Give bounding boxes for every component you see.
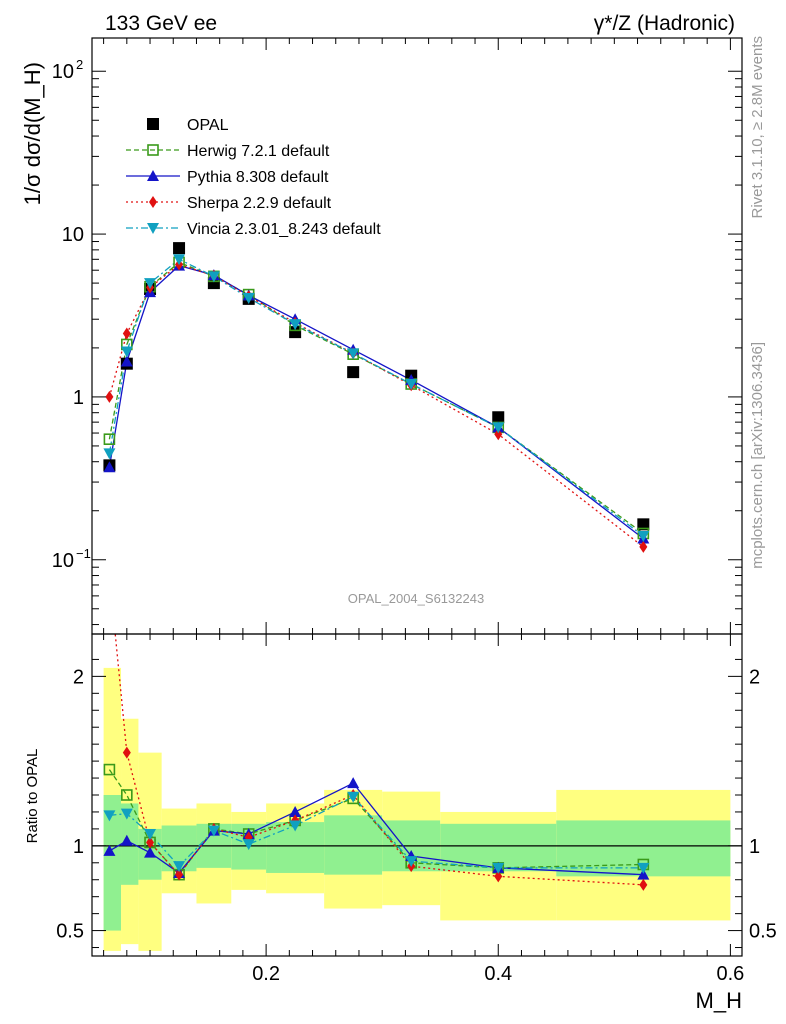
- marker-ratio-herwig-1: [121, 789, 133, 801]
- marker-top-herwig-0: [103, 433, 116, 445]
- marker-top-vincia-4: [207, 271, 220, 283]
- y-tick-label-ratio-right-1: 1: [749, 836, 760, 858]
- marker-ratio-herwig-0: [103, 763, 116, 776]
- legend-marker-opal: [147, 118, 159, 130]
- y-tick-label-ratio-right-2: 2: [749, 666, 760, 688]
- legend-label-vincia: Vincia 2.3.01_8.243 default: [187, 221, 381, 238]
- header-left: 133 GeV ee: [105, 12, 217, 35]
- y-tick-label-top-3: 10: [52, 550, 74, 572]
- legend-label-pythia: Pythia 8.308 default: [187, 169, 329, 186]
- marker-ratio-vincia-4: [207, 825, 220, 837]
- series-markers: [103, 242, 650, 891]
- marker-top-vincia-2: [144, 278, 157, 290]
- marker-top-vincia-6: [289, 319, 302, 331]
- marker-ratio-vincia-6: [289, 820, 302, 832]
- marker-top-vincia-1: [120, 346, 133, 358]
- marker-ratio-vincia-1: [120, 808, 133, 820]
- y-tick-label-ratio-right-0: 0.5: [749, 921, 777, 943]
- legend-marker-sherpa: [149, 196, 157, 208]
- marker-top-opal-7: [347, 366, 360, 379]
- mcplots-label: mcplots.cern.ch [arXiv:1306.3436]: [749, 342, 766, 569]
- y-axis-label-top: 1/σ dσ/d(M_H): [20, 62, 45, 205]
- marker-top-vincia-10: [637, 530, 650, 542]
- marker-ratio-sherpa-9: [494, 870, 503, 883]
- x-tick-label-1: 0.4: [484, 963, 512, 985]
- marker-top-opal-10: [637, 518, 650, 531]
- y-tick-exp-top-0: 2: [76, 57, 83, 72]
- marker-ratio-pythia-1: [120, 834, 133, 846]
- marker-ratio-pythia-0: [103, 844, 116, 856]
- marker-ratio-vincia-8: [405, 856, 418, 868]
- x-tick-label-2: 0.6: [716, 963, 744, 985]
- legend-label-opal: OPAL: [187, 117, 229, 134]
- marker-top-pythia-0: [103, 461, 116, 473]
- x-axis-label: M_H: [696, 988, 742, 1013]
- marker-ratio-vincia-9: [492, 862, 505, 874]
- marker-top-opal-3: [173, 242, 186, 255]
- marker-top-sherpa-0: [105, 390, 114, 403]
- marker-ratio-sherpa-3: [175, 868, 184, 881]
- marker-ratio-pythia-6: [289, 805, 302, 817]
- band-inner-7: [324, 815, 383, 875]
- marker-ratio-vincia-5: [242, 839, 255, 851]
- marker-top-vincia-0: [103, 448, 116, 460]
- legend-marker-vincia: [147, 223, 159, 234]
- marker-top-sherpa-10: [639, 540, 648, 553]
- y-tick-label-top-1: 10: [62, 224, 84, 246]
- band-inner-0: [103, 795, 122, 931]
- marker-ratio-pythia-2: [144, 846, 157, 858]
- legend-label-sherpa: Sherpa 2.2.9 default: [187, 195, 332, 212]
- y-axis-label-bottom: Ratio to OPAL: [24, 749, 41, 844]
- x-tick-label-0: 0.2: [252, 963, 280, 985]
- marker-top-vincia-3: [173, 254, 186, 266]
- line-ratio-sherpa: [114, 634, 644, 886]
- marker-top-vincia-8: [405, 379, 418, 391]
- watermark: OPAL_2004_S6132243: [348, 591, 484, 606]
- legend-label-herwig: Herwig 7.2.1 default: [187, 143, 330, 160]
- rivet-label: Rivet 3.1.10, ≥ 2.8M events: [749, 36, 766, 219]
- marker-top-sherpa-1: [122, 327, 131, 340]
- marker-top-pythia-1: [120, 355, 133, 367]
- marker-ratio-sherpa-2: [146, 836, 155, 849]
- y-tick-label-top-0: 10: [52, 61, 74, 83]
- marker-ratio-sherpa-1: [122, 746, 131, 759]
- legend-marker-pythia: [147, 170, 159, 181]
- marker-top-opal-6: [289, 326, 302, 339]
- marker-top-opal-4: [207, 277, 220, 290]
- marker-ratio-vincia-0: [103, 810, 116, 822]
- header-right: γ*/Z (Hadronic): [594, 12, 735, 35]
- marker-top-vincia-7: [347, 348, 360, 360]
- y-tick-label-top-2: 1: [73, 387, 84, 409]
- marker-top-vincia-9: [492, 422, 505, 434]
- marker-top-sherpa-9: [494, 428, 503, 441]
- marker-ratio-pythia-7: [347, 777, 360, 789]
- marker-top-opal-9: [492, 411, 505, 424]
- marker-ratio-vincia-3: [173, 861, 186, 873]
- y-tick-label-ratio-left-2: 2: [73, 666, 84, 688]
- marker-ratio-pythia-10: [637, 868, 650, 880]
- marker-ratio-sherpa-10: [639, 878, 648, 891]
- marker-top-vincia-5: [242, 292, 255, 304]
- line-ratio-vincia: [109, 795, 644, 869]
- marker-ratio-vincia-10: [637, 862, 650, 874]
- legend: OPAL Herwig 7.2.1 default Pythia 8.308 def…: [126, 117, 381, 238]
- y-tick-exp-top-3: −1: [76, 546, 91, 561]
- marker-ratio-vincia-2: [144, 828, 157, 840]
- line-top-vincia: [108, 258, 644, 537]
- y-tick-label-ratio-left-0: 0.5: [56, 921, 84, 943]
- y-tick-label-ratio-left-1: 1: [73, 836, 84, 858]
- legend-marker-herwig: [147, 144, 159, 156]
- marker-ratio-vincia-7: [347, 791, 360, 803]
